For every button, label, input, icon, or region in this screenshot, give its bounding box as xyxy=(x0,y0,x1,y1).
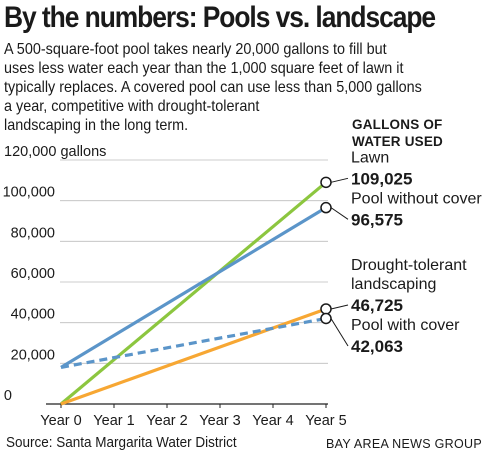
series-value-label: 96,575 xyxy=(351,210,403,229)
y-tick-label: 120,000 gallons xyxy=(4,144,106,160)
y-tick-label: 60,000 xyxy=(11,266,55,282)
x-tick-label: Year 0 xyxy=(40,413,81,429)
y-tick-label: 80,000 xyxy=(11,225,55,241)
y-tick-label: 100,000 xyxy=(3,185,55,201)
series-end-marker xyxy=(320,201,332,214)
credit-line: BAY AREA NEWS GROUP xyxy=(326,437,482,451)
label-connector xyxy=(330,304,349,310)
series-value-label: 42,063 xyxy=(351,337,403,356)
intro-line: A 500-square-foot pool takes nearly 20,0… xyxy=(4,41,387,58)
x-tick-label: Year 4 xyxy=(252,413,293,429)
series-value-label: 109,025 xyxy=(351,169,412,188)
unit-header: GALLONS OF WATER USED xyxy=(352,116,443,150)
y-tick-label: 20,000 xyxy=(11,347,55,363)
intro-line: a year, competitive with drought-toleran… xyxy=(4,98,260,115)
chart-title: By the numbers: Pools vs. landscape xyxy=(4,1,436,34)
label-connector xyxy=(330,177,349,183)
series-line-pool-with-cover xyxy=(60,316,327,369)
x-tick-label: Year 2 xyxy=(146,413,187,429)
series-name-label: Drought-tolerant xyxy=(351,257,467,274)
unit-header-line: GALLONS OF xyxy=(352,117,443,132)
series-name-label: Pool without cover xyxy=(351,190,482,207)
label-connector xyxy=(330,207,349,220)
series-value-label: 46,725 xyxy=(351,296,403,315)
x-tick-label: Year 3 xyxy=(199,413,240,429)
y-tick-labels: 0 20,000 40,000 60,000 80,000 100,000 120,000 … xyxy=(3,144,107,404)
series-name-label: landscaping xyxy=(351,276,436,293)
grid-layer xyxy=(46,159,328,405)
series-labels: Lawn 109,025 Pool without cover 96,575 Droug… xyxy=(330,149,482,356)
y-tick-label: 40,000 xyxy=(11,307,55,323)
series-line-pool-without-cover xyxy=(60,206,327,369)
series-end-marker xyxy=(320,303,332,315)
x-tick-label: Year 5 xyxy=(305,413,346,429)
series-layer xyxy=(59,176,332,406)
series-name-label: Lawn xyxy=(351,149,389,166)
series-line-drought-tolerant xyxy=(60,307,327,406)
x-tick-label: Year 1 xyxy=(93,413,134,429)
series-end-marker xyxy=(320,176,332,189)
unit-header-line: WATER USED xyxy=(352,134,444,149)
series-end-marker xyxy=(320,312,332,325)
x-tick-labels: Year 0 Year 1 Year 2 Year 3 Year 4 Year 5 xyxy=(40,404,347,429)
series-line-lawn xyxy=(59,181,328,406)
intro-line: typically replaces. A covered pool can u… xyxy=(4,79,422,96)
source-note: Source: Santa Margarita Water District xyxy=(6,434,237,451)
intro-line: landscaping in the long term. xyxy=(4,117,189,134)
intro-text: A 500-square-foot pool takes nearly 20,0… xyxy=(4,40,490,135)
intro-line: uses less water each year than the 1,000… xyxy=(4,60,404,77)
y-tick-label: 0 xyxy=(4,388,12,404)
series-name-label: Pool with cover xyxy=(351,317,460,334)
label-connector xyxy=(330,318,349,347)
